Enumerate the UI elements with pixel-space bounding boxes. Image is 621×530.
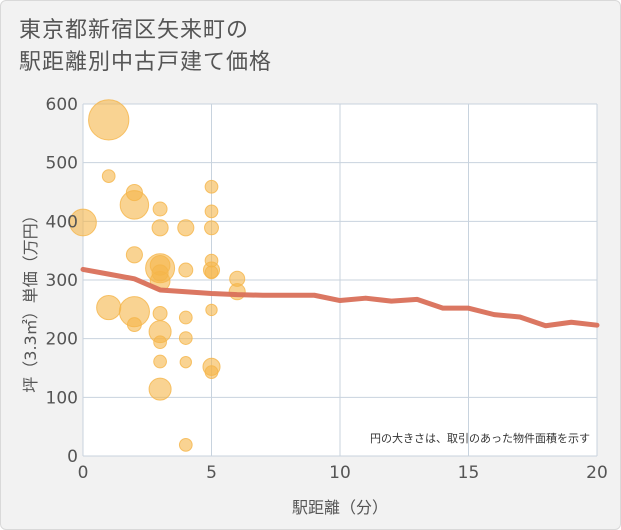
bubble-point: [178, 262, 194, 278]
bubble-point: [152, 201, 168, 217]
bubble-point: [153, 354, 167, 369]
bubble-point: [119, 190, 150, 220]
size-note: 円の大きさは、取引のあった物件面積を示す: [370, 431, 590, 445]
x-tick-label: 20: [586, 463, 608, 483]
bubble-point: [69, 208, 97, 237]
y-tick-label: 300: [46, 271, 78, 291]
bubble-point: [126, 317, 142, 333]
y-tick-label: 600: [46, 95, 78, 115]
bubble-point: [148, 377, 172, 401]
y-tick-label: 0: [67, 447, 78, 467]
chart-title: 東京都新宿区矢来町の 駅距離別中古戸建て価格: [19, 15, 272, 79]
trend-series: [80, 266, 600, 329]
bubble-point: [228, 283, 246, 301]
y-axis-label: 坪（3.3㎡）単価（万円）: [21, 207, 40, 392]
bubble-point: [151, 219, 169, 237]
bubble-point: [179, 355, 192, 369]
bubble-point: [96, 294, 122, 321]
bubble-point: [177, 219, 195, 237]
trend-line: [80, 266, 600, 329]
x-tick-label: 10: [329, 463, 351, 483]
bubble-point: [204, 220, 219, 236]
bubble-point: [153, 335, 167, 350]
grid-lines: [82, 103, 598, 457]
x-tick-label: 5: [206, 463, 217, 483]
bubble-series: [69, 99, 246, 452]
bubble-point: [178, 310, 193, 325]
x-axis-label: 駅距離（分）: [292, 498, 388, 517]
y-tick-label: 100: [46, 388, 78, 408]
y-tick-label: 200: [46, 330, 78, 350]
bubble-point: [88, 99, 130, 141]
bubble-point: [178, 437, 193, 452]
y-tick-label: 500: [46, 154, 78, 174]
bubble-point: [204, 179, 219, 194]
y-tick-labels: 0 100 200 300 400 500 600: [46, 95, 78, 467]
bubble-point: [204, 365, 219, 379]
x-tick-labels: 0 5 10 15 20: [78, 463, 608, 483]
title-line-2: 駅距離別中古戸建て価格: [19, 50, 273, 75]
x-tick-label: 0: [78, 463, 89, 483]
bubble-point: [205, 303, 218, 317]
y-tick-label: 400: [46, 212, 78, 232]
bubble-point: [152, 305, 168, 321]
bubble-point: [101, 169, 116, 184]
bubble-point: [204, 265, 219, 280]
x-tick-label: 15: [458, 463, 480, 483]
title-line-1: 東京都新宿区矢来町の: [19, 18, 250, 43]
bubble-point: [125, 246, 143, 264]
bubble-point: [178, 331, 193, 345]
bubble-point: [204, 204, 219, 219]
